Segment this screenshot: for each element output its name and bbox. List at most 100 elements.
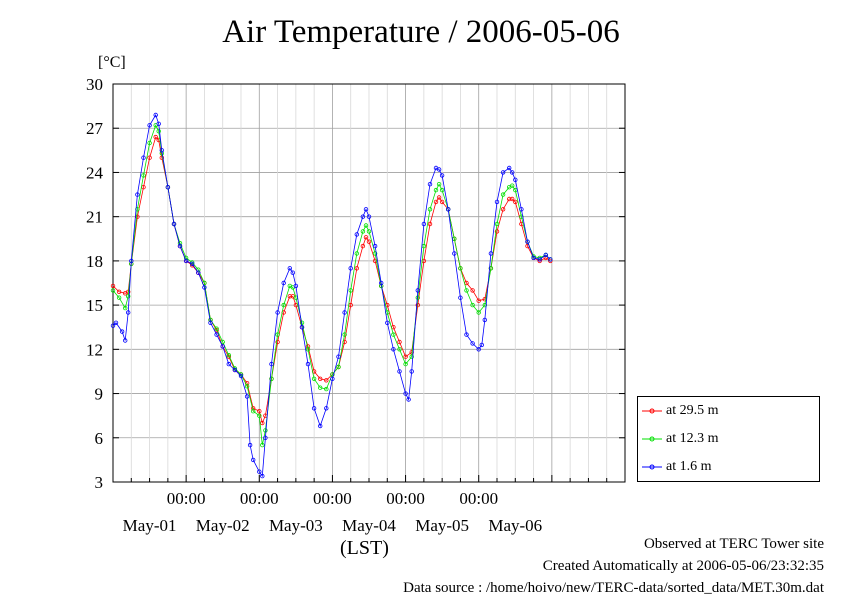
data-point-series-2 [372, 243, 378, 249]
data-point-series-2 [232, 367, 238, 373]
data-point-series-2 [129, 258, 134, 264]
data-point-series-1 [336, 364, 341, 370]
data-point-series-2 [415, 288, 420, 293]
data-point-series-2 [290, 270, 295, 275]
data-point-series-2 [488, 251, 494, 256]
data-point-series-1 [226, 353, 231, 358]
data-point-series-1 [403, 361, 408, 367]
x-date-label: May-01 [123, 516, 177, 535]
data-point-series-2 [147, 123, 152, 128]
x-tick-label: 00:00 [313, 489, 352, 508]
data-point-series-2 [305, 361, 311, 367]
data-point-series-2 [165, 184, 171, 190]
data-point-series-2 [479, 342, 484, 348]
x-date-label: May-03 [269, 516, 323, 535]
data-point-series-2 [135, 192, 140, 197]
y-tick-label: 3 [95, 473, 104, 492]
data-point-series-2 [324, 406, 329, 411]
data-point-series-2 [397, 369, 402, 374]
legend-marker-29-5m [642, 408, 662, 414]
data-point-series-0 [110, 283, 116, 289]
data-point-series-1 [260, 442, 265, 448]
data-point-series-0 [494, 229, 500, 234]
data-point-series-1 [464, 288, 469, 293]
legend-item-1-6m: at 1.6 m [642, 459, 712, 475]
data-point-series-2 [360, 214, 366, 219]
data-point-series-2 [263, 435, 268, 440]
data-point-series-2 [494, 199, 500, 205]
data-point-series-2 [208, 320, 213, 325]
data-point-series-2 [330, 376, 335, 381]
data-point-series-2 [311, 406, 317, 411]
data-point-series-2 [348, 266, 353, 271]
data-point-series-1 [397, 347, 402, 352]
data-point-series-0 [436, 195, 442, 200]
data-point-series-2 [439, 173, 445, 178]
data-point-series-1 [415, 295, 420, 300]
data-point-series-0 [159, 155, 164, 160]
data-point-series-0 [318, 376, 323, 381]
footer-data-source: Data source : /home/hoivo/new/TERC-data/… [403, 580, 824, 596]
data-point-series-2 [238, 373, 244, 379]
data-point-series-2 [543, 252, 548, 258]
footer-created: Created Automatically at 2006-05-06/23:3… [542, 558, 824, 574]
data-point-series-1 [244, 384, 250, 389]
data-point-series-0 [403, 354, 408, 359]
y-tick-label: 30 [86, 75, 103, 94]
series-line-2 [112, 114, 551, 478]
data-point-series-2 [275, 310, 280, 315]
data-point-series-1 [494, 221, 500, 227]
data-point-series-2 [548, 257, 553, 262]
x-tick-label: 00:00 [167, 489, 206, 508]
y-tick-label: 15 [86, 296, 103, 315]
data-point-series-2 [171, 221, 177, 227]
data-point-series-1 [439, 187, 445, 193]
chart-title: Air Temperature / 2006-05-06 [222, 14, 620, 50]
data-point-series-2 [141, 155, 146, 160]
x-date-label: May-05 [415, 516, 469, 535]
data-point-series-1 [470, 302, 475, 308]
data-point-series-2 [293, 283, 299, 289]
legend-label-12-3m: at 12.3 m [666, 431, 719, 446]
data-point-series-1 [135, 207, 140, 212]
data-point-series-2 [531, 255, 536, 261]
y-tick-label: 9 [95, 385, 104, 404]
data-point-series-1 [318, 385, 323, 390]
data-point-series-0 [543, 255, 548, 261]
data-point-series-1 [147, 140, 152, 146]
data-point-series-2 [470, 341, 475, 346]
data-point-series-1 [275, 332, 280, 337]
data-point-series-2 [476, 347, 481, 352]
data-point-series-2 [202, 285, 207, 290]
data-point-series-2 [250, 457, 256, 463]
data-point-series-1 [409, 354, 414, 359]
y-tick-label: 21 [86, 208, 103, 227]
data-point-series-2 [342, 310, 347, 315]
data-point-series-1 [250, 409, 256, 414]
data-point-series-1 [214, 326, 219, 331]
data-point-series-2 [336, 354, 341, 359]
data-point-series-2 [427, 181, 433, 187]
data-point-series-2 [391, 347, 396, 352]
data-point-series-0 [257, 409, 262, 414]
data-point-series-2 [500, 170, 506, 175]
data-point-series-1 [116, 295, 122, 300]
data-point-series-1 [305, 347, 311, 352]
data-point-series-2 [269, 361, 274, 367]
legend-marker-12-3m [642, 436, 662, 442]
data-point-series-0 [397, 339, 402, 345]
x-tick-label: 00:00 [386, 489, 425, 508]
data-point-series-0 [513, 199, 518, 205]
data-point-series-1 [257, 413, 262, 418]
data-point-series-2 [379, 280, 384, 286]
data-point-series-1 [433, 187, 439, 193]
data-point-series-2 [257, 469, 262, 474]
chart-legend: at 29.5 m at 12.3 m at 1.6 m [637, 396, 820, 482]
x-tick-label: 00:00 [240, 489, 279, 508]
data-point-series-1 [281, 302, 286, 308]
data-point-series-1 [141, 173, 146, 178]
data-point-series-0 [147, 155, 152, 160]
data-point-series-2 [446, 207, 451, 212]
data-point-series-2 [318, 423, 323, 429]
data-point-series-2 [363, 207, 369, 212]
